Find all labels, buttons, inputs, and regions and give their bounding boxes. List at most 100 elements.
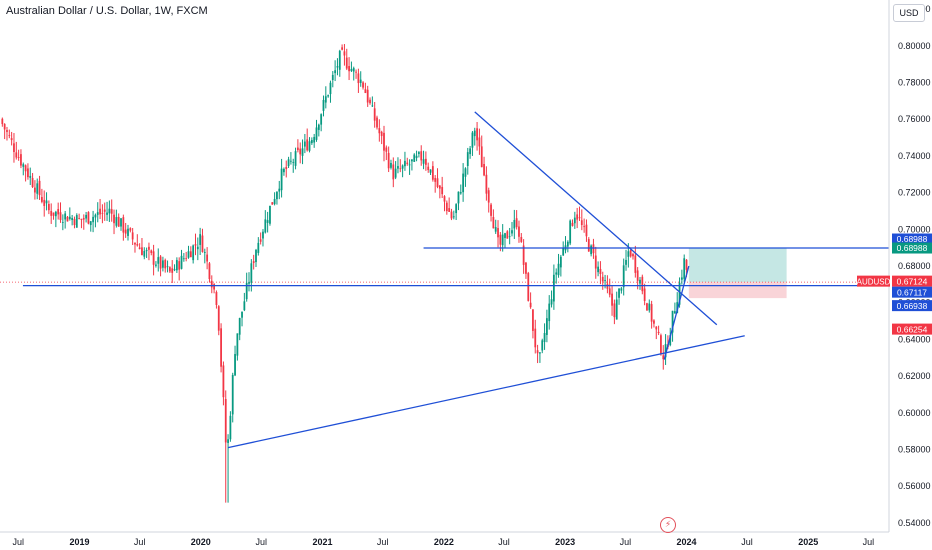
candle [217, 305, 220, 336]
candle [373, 101, 376, 128]
candle-body [343, 51, 346, 56]
candle [27, 163, 29, 180]
candle-body [573, 217, 576, 224]
candle-body [411, 159, 413, 162]
candle [82, 214, 85, 230]
x-tick-label: Jul [498, 537, 510, 547]
candle-body [310, 140, 313, 144]
candle-body [401, 165, 404, 169]
candle-body [94, 214, 97, 218]
candle-body [464, 168, 467, 177]
candle [501, 224, 504, 252]
candle-body [443, 196, 446, 202]
candle [59, 202, 62, 223]
candle [303, 133, 306, 154]
candle [64, 210, 67, 229]
candle-body [8, 135, 11, 136]
candle [201, 228, 204, 253]
candle-body [127, 228, 129, 236]
candle [327, 94, 330, 98]
candle [94, 213, 97, 228]
candle [113, 209, 115, 235]
candle-body [227, 439, 229, 443]
candle-body [424, 158, 427, 165]
candle [152, 244, 155, 276]
candle-body [162, 260, 164, 268]
candle-body [522, 245, 525, 265]
candle [285, 160, 288, 178]
candle-body [408, 164, 411, 166]
candle [54, 210, 57, 228]
alert-icon[interactable]: ⚡ [660, 517, 676, 533]
candle [476, 121, 478, 151]
candle-body [592, 244, 595, 254]
candle [6, 126, 8, 141]
candle-body [27, 168, 29, 178]
candle [383, 125, 385, 162]
candle [620, 287, 623, 294]
y-tick-label: 0.64000 [898, 334, 931, 344]
candle [138, 243, 141, 250]
candle-body [466, 152, 469, 166]
candle [364, 82, 367, 94]
candle [157, 248, 160, 272]
candle [40, 188, 43, 204]
candle-body [497, 228, 499, 238]
candle [103, 202, 106, 221]
candle [34, 180, 36, 200]
candle [362, 81, 364, 90]
candle-body [657, 331, 660, 334]
candle-body [383, 132, 385, 151]
candle-body [653, 320, 655, 324]
candle-body [506, 231, 509, 239]
candle [355, 69, 357, 79]
candle-body [194, 244, 197, 246]
candle-body [334, 70, 337, 74]
candle-body [450, 211, 453, 219]
candle [599, 261, 602, 285]
candle-body [20, 154, 22, 166]
candle [322, 95, 325, 117]
candle-body [683, 258, 686, 279]
candle-body [224, 399, 227, 443]
y-tick-label: 0.56000 [898, 481, 931, 491]
candle [613, 299, 616, 325]
candle [452, 210, 455, 220]
currency-button[interactable]: USD [893, 4, 925, 22]
candle-body [622, 265, 625, 288]
candle-body [206, 254, 209, 262]
candle-body [655, 326, 658, 330]
candle [243, 292, 246, 312]
candle [278, 180, 281, 200]
candle [359, 71, 362, 87]
candle-body [257, 242, 260, 253]
candle-body [85, 214, 88, 219]
candle [24, 164, 27, 182]
candle-body [494, 227, 497, 232]
candle-body [189, 251, 192, 258]
candle-body [283, 168, 285, 173]
price-label-bg [892, 323, 932, 335]
candle-body [501, 234, 504, 246]
candle [566, 240, 569, 253]
candle-body [187, 251, 190, 258]
candle-body [215, 292, 218, 305]
candle [182, 253, 185, 262]
candle [583, 218, 586, 233]
candle [241, 311, 243, 327]
candle [534, 319, 537, 354]
candle [580, 209, 583, 231]
candle-body [250, 263, 253, 283]
candle [313, 133, 316, 148]
candle-body [478, 137, 481, 147]
candle [168, 266, 171, 273]
candle-body [504, 233, 506, 238]
candle [406, 157, 409, 166]
candle-body [366, 89, 369, 103]
candle [606, 275, 609, 294]
candle [673, 302, 676, 314]
candle-body [243, 301, 246, 311]
candle-body [459, 192, 462, 194]
candle-body [422, 159, 425, 164]
